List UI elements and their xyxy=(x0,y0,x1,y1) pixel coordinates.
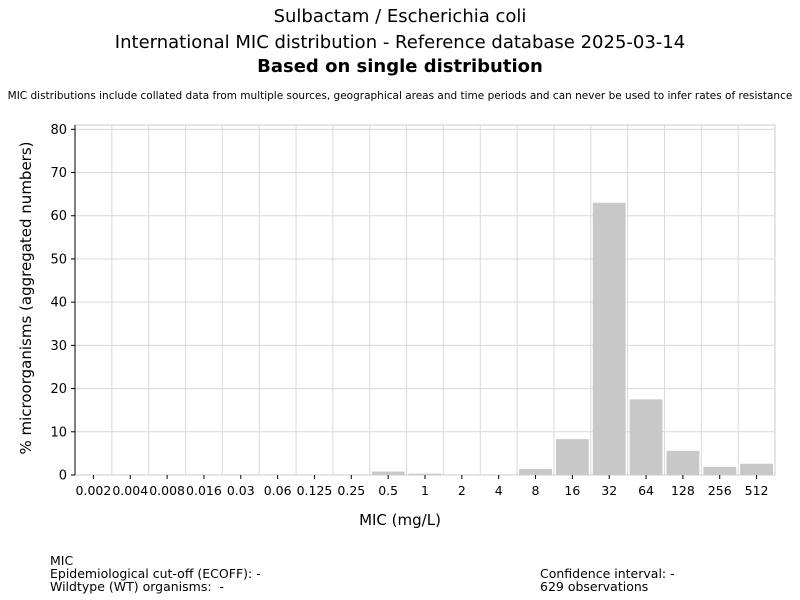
y-axis-ticks: 0 10 20 30 40 50 60 70 80 xyxy=(50,123,75,484)
confidence-text: Confidence interval: - xyxy=(540,566,675,581)
bar-16 xyxy=(555,439,589,475)
bar-512 xyxy=(740,463,773,475)
x-tick-label: 512 xyxy=(745,483,769,498)
bar-1 xyxy=(408,473,442,475)
x-tick-label: 32 xyxy=(601,483,617,498)
chart-title: Sulbactam / Escherichia coli xyxy=(273,6,527,27)
chart-disclaimer: MIC distributions include collated data … xyxy=(7,90,793,102)
y-tick-label: 20 xyxy=(50,382,67,397)
x-axis-label: MIC (mg/L) xyxy=(359,511,441,529)
x-tick-label: 4 xyxy=(495,483,503,498)
ecoff-text: Epidemiological cut-off (ECOFF): - xyxy=(50,566,261,581)
bar-8 xyxy=(519,468,552,475)
bar-64 xyxy=(629,399,663,475)
bars xyxy=(371,202,773,475)
x-tick-label: 1 xyxy=(421,483,429,498)
y-tick-label: 0 xyxy=(59,469,67,484)
bar-0.5 xyxy=(371,471,405,475)
y-tick-label: 50 xyxy=(50,252,67,267)
grid-lines xyxy=(75,125,775,476)
footer-right: Confidence interval: - 629 observations xyxy=(540,567,675,593)
chart-subtitle: International MIC distribution - Referen… xyxy=(114,32,686,53)
x-tick-label: 0.008 xyxy=(149,483,185,498)
y-tick-label: 60 xyxy=(50,209,67,224)
x-tick-label: 0.06 xyxy=(264,483,292,498)
y-tick-label: 30 xyxy=(50,339,67,354)
bar-32 xyxy=(592,202,626,475)
footer-left: MIC Epidemiological cut-off (ECOFF): - W… xyxy=(50,554,261,593)
mic-label: MIC xyxy=(50,553,74,568)
y-tick-label: 80 xyxy=(50,123,67,138)
x-tick-label: 0.5 xyxy=(378,483,398,498)
x-tick-label: 8 xyxy=(532,483,540,498)
x-tick-label: 0.016 xyxy=(186,483,222,498)
chart-basis: Based on single distribution xyxy=(257,56,543,77)
y-tick-label: 10 xyxy=(50,425,67,440)
y-tick-label: 40 xyxy=(50,296,67,311)
x-tick-label: 2 xyxy=(458,483,466,498)
observations-count: 629 observations xyxy=(540,579,649,594)
x-tick-label: 0.004 xyxy=(112,483,148,498)
x-tick-label: 256 xyxy=(708,483,732,498)
x-axis-ticks: 0.002 0.004 0.008 0.016 0.03 0.06 0.125 0.25 0.5… xyxy=(76,475,769,498)
x-tick-label: 128 xyxy=(671,483,695,498)
x-tick-label: 16 xyxy=(564,483,580,498)
y-tick-label: 70 xyxy=(50,166,67,181)
plot-frame xyxy=(74,124,776,476)
x-tick-label: 0.25 xyxy=(337,483,365,498)
x-tick-label: 0.03 xyxy=(227,483,255,498)
wildtype-text: Wildtype (WT) organisms: - xyxy=(50,579,225,594)
x-tick-label: 0.002 xyxy=(76,483,112,498)
bar-128 xyxy=(666,450,700,475)
y-axis-label: % microorganisms (aggregated numbers) xyxy=(17,141,35,454)
x-tick-label: 0.125 xyxy=(297,483,333,498)
bar-256 xyxy=(703,466,737,475)
x-tick-label: 64 xyxy=(638,483,654,498)
